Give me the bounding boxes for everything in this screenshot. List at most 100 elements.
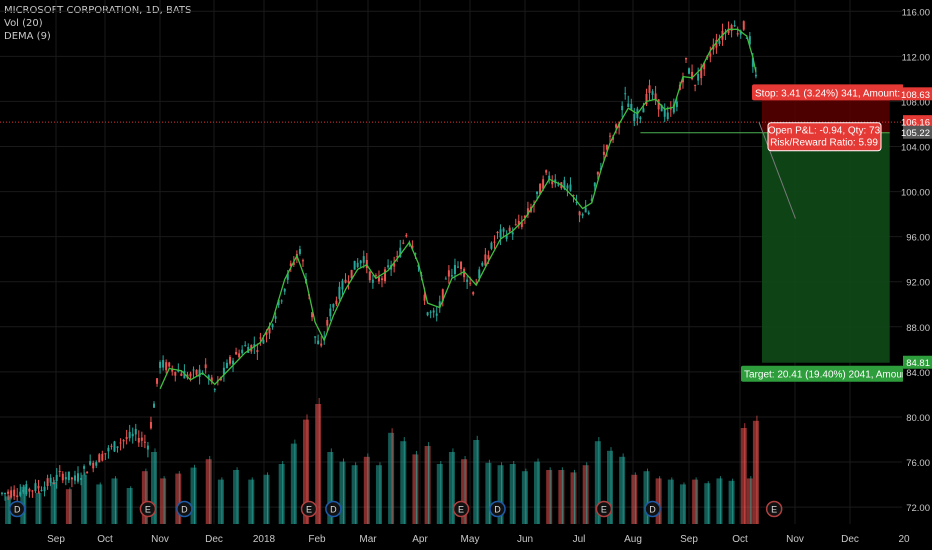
candle-body[interactable] [229,356,231,364]
candle-body[interactable] [575,201,578,203]
candle-body[interactable] [70,477,73,480]
candle-body[interactable] [478,269,481,279]
candle-body[interactable] [566,185,569,189]
candle-body[interactable] [113,441,116,452]
candle-body[interactable] [715,39,718,48]
candle-body[interactable] [539,183,542,194]
candle-body[interactable] [733,25,736,27]
candle-body[interactable] [703,62,706,70]
candle-body[interactable] [469,282,472,284]
candle-body[interactable] [663,109,666,117]
candle-body[interactable] [280,300,283,302]
symbol-title[interactable]: MICROSOFT CORPORATION, 1D, BATS [4,5,192,16]
time-axis[interactable] [0,524,932,550]
candle-body[interactable] [301,260,304,262]
candle-body[interactable] [551,181,554,185]
candle-body[interactable] [432,310,435,313]
candle-body[interactable] [666,112,669,120]
candle-body[interactable] [238,353,241,358]
candle-body[interactable] [423,294,426,301]
take-profit-zone[interactable] [762,132,890,363]
candle-body[interactable] [67,471,70,481]
candle-body[interactable] [633,113,636,122]
candle-body[interactable] [612,136,615,140]
earnings-marker[interactable] [452,500,470,518]
candle-body[interactable] [222,367,225,375]
candle-body[interactable] [73,475,76,481]
candle-body[interactable] [43,486,46,492]
candle-body[interactable] [654,93,657,101]
candle-body[interactable] [165,362,168,371]
candle-body[interactable] [526,208,529,215]
dema-indicator-label[interactable]: DEMA (9) [4,31,51,42]
candle-body[interactable] [347,281,350,283]
candle-body[interactable] [153,403,155,408]
candle-body[interactable] [241,349,244,354]
candle-body[interactable] [159,362,162,368]
candle-body[interactable] [289,263,292,267]
candle-body[interactable] [149,422,152,429]
candle-body[interactable] [508,227,511,232]
candle-body[interactable] [210,377,213,382]
candle-body[interactable] [681,77,684,83]
candle-body[interactable] [83,466,86,469]
candle-body[interactable] [374,275,377,277]
candle-body[interactable] [286,273,289,280]
candle-body[interactable] [453,265,456,275]
candle-body[interactable] [450,275,453,277]
candle-body[interactable] [359,260,362,264]
candle-body[interactable] [444,278,447,280]
candle-body[interactable] [317,340,320,345]
candle-body[interactable] [557,184,560,186]
candle-body[interactable] [685,58,687,60]
candle-body[interactable] [143,441,146,443]
candle-body[interactable] [742,21,745,30]
candle-body[interactable] [320,343,323,346]
candle-body[interactable] [298,249,301,254]
earnings-marker[interactable] [139,500,157,518]
candle-body[interactable] [89,461,92,465]
candle-body[interactable] [332,304,335,308]
candle-body[interactable] [511,232,514,235]
candle-body[interactable] [19,491,22,496]
candle-body[interactable] [207,375,210,380]
candle-body[interactable] [146,445,149,450]
candle-body[interactable] [688,68,691,74]
candle-body[interactable] [213,389,216,391]
candle-body[interactable] [563,180,566,189]
candle-body[interactable] [411,245,414,249]
candle-body[interactable] [122,440,125,442]
candle-body[interactable] [177,370,180,372]
candle-body[interactable] [596,171,599,175]
candle-body[interactable] [569,184,572,191]
candle-body[interactable] [368,271,371,281]
candle-body[interactable] [587,212,590,215]
candle-body[interactable] [542,179,545,189]
candle-body[interactable] [204,364,207,369]
candle-body[interactable] [605,145,608,150]
candle-body[interactable] [77,473,79,482]
candle-body[interactable] [460,261,463,270]
candle-body[interactable] [754,74,757,77]
candle-body[interactable] [657,99,660,110]
candle-body[interactable] [101,453,104,461]
candle-body[interactable] [262,339,265,344]
candle-body[interactable] [441,289,444,302]
candle-body[interactable] [727,28,730,34]
candle-body[interactable] [405,234,408,237]
candle-body[interactable] [232,360,235,365]
candle-body[interactable] [615,124,618,128]
earnings-marker[interactable] [300,500,318,518]
candle-body[interactable] [545,170,548,173]
dema-line[interactable] [159,28,757,390]
candle-body[interactable] [119,442,122,444]
candle-body[interactable] [496,231,499,234]
candle-body[interactable] [1,492,3,494]
candle-body[interactable] [86,471,89,474]
candle-body[interactable] [648,85,651,93]
candle-body[interactable] [13,489,16,497]
candle-body[interactable] [265,331,268,335]
pnl-label-box[interactable] [767,122,882,152]
candle-body[interactable] [292,262,295,265]
candle-body[interactable] [578,211,581,216]
